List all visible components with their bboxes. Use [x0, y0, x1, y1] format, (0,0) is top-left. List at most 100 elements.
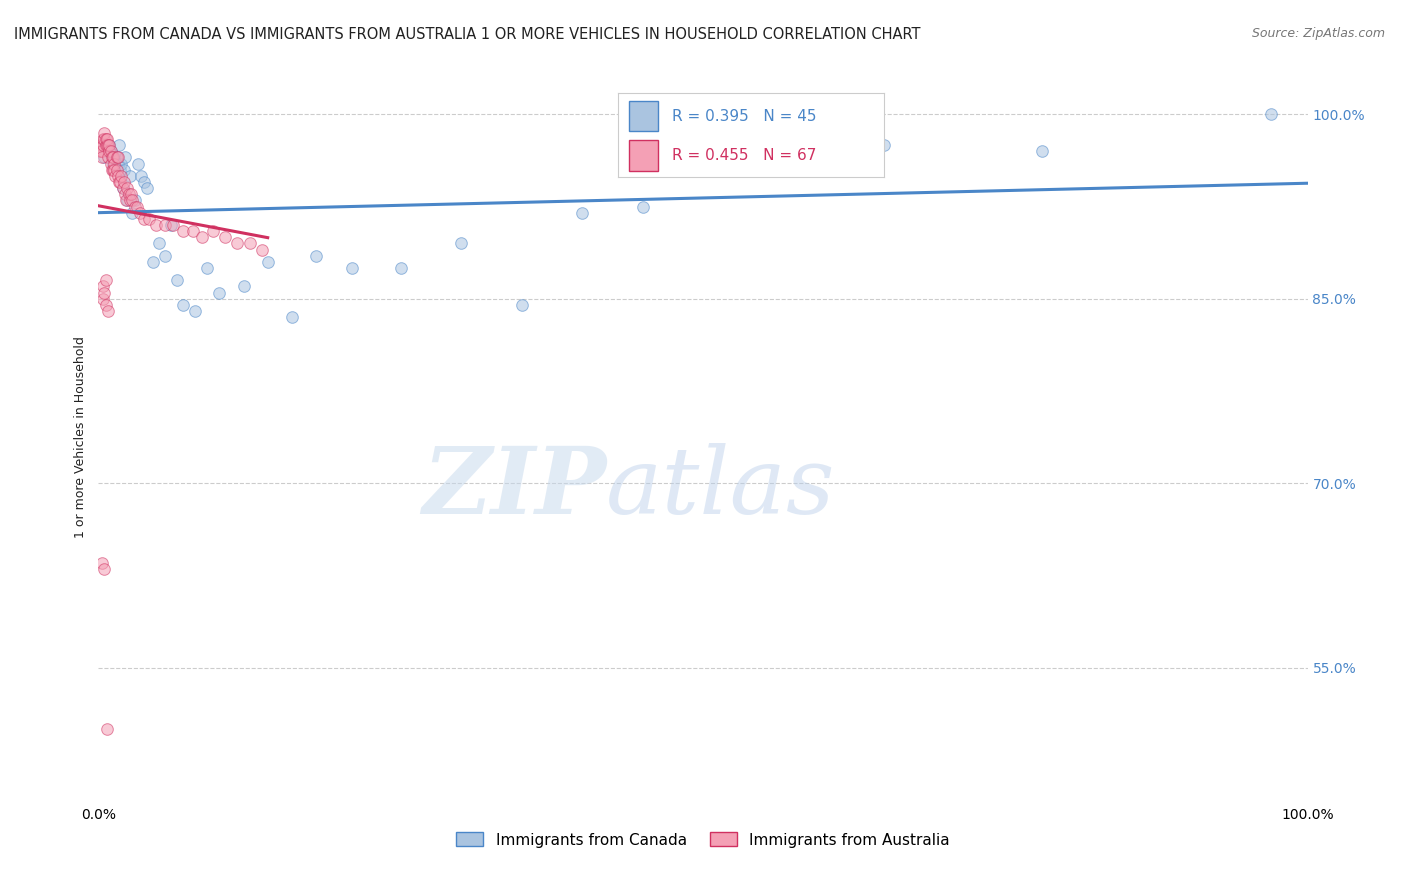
Point: [98, 145, 121, 159]
Point: [105, 162, 128, 177]
Point: [107, 150, 129, 164]
Point: [91, 132, 114, 146]
Point: [195, 261, 218, 276]
Point: [129, 169, 152, 183]
Point: [98, 138, 121, 153]
Point: [103, 156, 125, 170]
Point: [103, 162, 125, 177]
Point: [145, 218, 167, 232]
Point: [107, 156, 129, 170]
Point: [256, 255, 278, 269]
Point: [110, 169, 132, 183]
Point: [571, 205, 593, 219]
Point: [172, 298, 194, 312]
Point: [128, 205, 150, 219]
Point: [631, 200, 654, 214]
Point: [127, 200, 149, 214]
Point: [162, 218, 184, 232]
Point: [108, 175, 131, 189]
Point: [281, 310, 304, 325]
Point: [93, 150, 115, 164]
Point: [172, 224, 194, 238]
Point: [115, 194, 138, 208]
Point: [97, 138, 120, 153]
Point: [91, 145, 114, 159]
Point: [114, 150, 136, 164]
Point: [97, 304, 120, 318]
Point: [118, 187, 141, 202]
Point: [450, 236, 472, 251]
Point: [94, 298, 117, 312]
Point: [117, 194, 139, 208]
Point: [342, 261, 364, 276]
Point: [250, 243, 273, 257]
Point: [96, 722, 118, 736]
Point: [100, 150, 122, 164]
Point: [96, 138, 118, 153]
Point: [208, 285, 231, 300]
Point: [120, 187, 142, 202]
Point: [118, 194, 141, 208]
Point: [110, 156, 132, 170]
Point: [105, 150, 128, 164]
Text: atlas: atlas: [606, 443, 835, 533]
Point: [389, 261, 412, 276]
Point: [103, 150, 125, 164]
Point: [873, 138, 896, 153]
Point: [94, 132, 117, 146]
Point: [153, 249, 176, 263]
Point: [121, 205, 143, 219]
Point: [93, 132, 115, 146]
Point: [108, 175, 131, 189]
Point: [134, 175, 156, 189]
Point: [104, 169, 127, 183]
Point: [94, 138, 117, 153]
Y-axis label: 1 or more Vehicles in Household: 1 or more Vehicles in Household: [73, 336, 87, 538]
Text: IMMIGRANTS FROM CANADA VS IMMIGRANTS FROM AUSTRALIA 1 OR MORE VEHICLES IN HOUSEH: IMMIGRANTS FROM CANADA VS IMMIGRANTS FRO…: [14, 27, 921, 42]
Point: [93, 562, 115, 576]
Point: [160, 218, 183, 232]
Point: [100, 145, 122, 159]
Point: [226, 236, 249, 251]
Point: [124, 200, 146, 214]
Point: [105, 150, 128, 164]
Point: [117, 181, 139, 195]
Point: [89, 145, 111, 159]
Point: [93, 126, 115, 140]
Point: [124, 194, 146, 208]
Point: [107, 169, 129, 183]
Point: [96, 132, 118, 146]
Point: [96, 145, 118, 159]
Point: [118, 169, 141, 183]
Point: [111, 181, 134, 195]
Point: [89, 138, 111, 153]
Point: [93, 285, 115, 300]
Point: [101, 162, 124, 177]
Point: [305, 249, 328, 263]
Point: [134, 211, 156, 226]
Point: [148, 236, 170, 251]
Point: [111, 181, 134, 195]
Point: [752, 150, 775, 164]
Point: [91, 279, 114, 293]
Point: [166, 273, 188, 287]
Text: ZIP: ZIP: [422, 443, 606, 533]
Point: [181, 224, 204, 238]
Legend: Immigrants from Canada, Immigrants from Australia: Immigrants from Canada, Immigrants from …: [450, 826, 956, 854]
Point: [112, 162, 135, 177]
Point: [100, 162, 122, 177]
Point: [138, 211, 160, 226]
Point: [98, 138, 121, 153]
Point: [1031, 145, 1053, 159]
Point: [114, 187, 136, 202]
Point: [94, 273, 117, 287]
Point: [108, 162, 131, 177]
Point: [91, 292, 114, 306]
Point: [100, 156, 122, 170]
Point: [202, 224, 225, 238]
Point: [101, 150, 124, 164]
Point: [1260, 107, 1282, 121]
Point: [112, 175, 135, 189]
Point: [135, 181, 157, 195]
Point: [91, 138, 114, 153]
